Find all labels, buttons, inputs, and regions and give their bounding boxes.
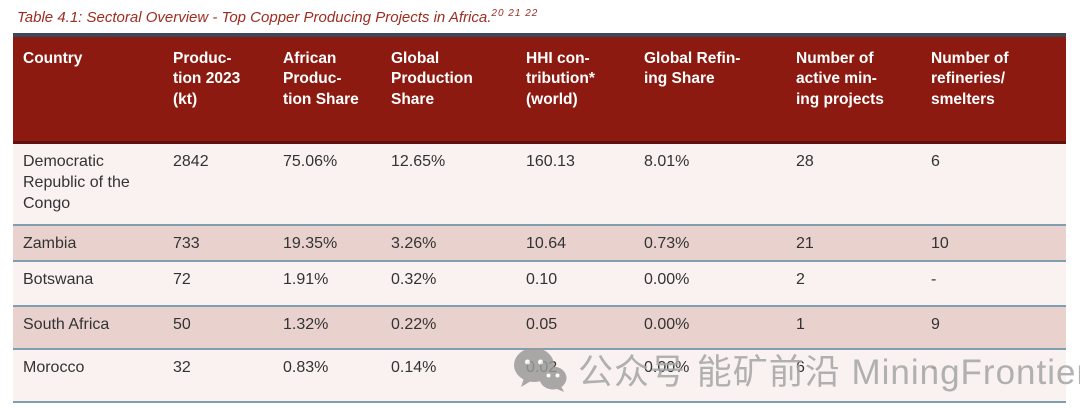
table-cell: 733 [163, 224, 273, 261]
table-cell: 0.14% [381, 348, 516, 402]
table-cell: 0.83% [273, 348, 381, 402]
table-cell: 1.32% [273, 305, 381, 349]
column-header-hhi-contribution: HHI con- tribution* (world) [516, 35, 634, 144]
table-cell: 0.00% [634, 260, 786, 306]
table-cell: South Africa [13, 305, 163, 349]
table-cell: - [921, 260, 1066, 306]
table-cell: 0.32% [381, 260, 516, 306]
table-row-botswana: Botswana 72 1.91% 0.32% 0.10 0.00% 2 - [13, 260, 1066, 306]
table-cell: 0.10 [516, 260, 634, 306]
table-row-drc: Democratic Republic of the Congo 2842 75… [13, 142, 1066, 225]
table-cell: - [921, 348, 1066, 402]
table-cell: 10 [921, 224, 1066, 261]
header-row: Country Produc- tion 2023 (kt) African P… [13, 35, 1066, 144]
table-body: Democratic Republic of the Congo 2842 75… [13, 142, 1066, 402]
column-header-refineries-smelters: Number of refineries/ smelters [921, 35, 1066, 144]
table-cell: 28 [786, 142, 921, 225]
page: Table 4.1: Sectoral Overview - Top Coppe… [0, 8, 1080, 408]
table-row-south-africa: South Africa 50 1.32% 0.22% 0.05 0.00% 1… [13, 305, 1066, 349]
table-cell: 2 [786, 260, 921, 306]
table-cell: Zambia [13, 224, 163, 261]
table-cell: 19.35% [273, 224, 381, 261]
table-cell: 6 [786, 348, 921, 402]
table-cell: 72 [163, 260, 273, 306]
table-cell: 1 [786, 305, 921, 349]
copper-projects-table: Country Produc- tion 2023 (kt) African P… [13, 33, 1066, 403]
table-row-morocco: Morocco 32 0.83% 0.14% 0.02 0.00% 6 - [13, 348, 1066, 402]
column-header-production-2023: Produc- tion 2023 (kt) [163, 35, 273, 144]
footnote-references: 20 21 22 [491, 8, 539, 19]
table-cell: 160.13 [516, 142, 634, 225]
table-cell: 10.64 [516, 224, 634, 261]
table-cell: 6 [921, 142, 1066, 225]
table-cell: 0.73% [634, 224, 786, 261]
table-cell: 75.06% [273, 142, 381, 225]
table-title: Table 4.1: Sectoral Overview - Top Coppe… [17, 8, 1080, 26]
table-cell: 0.05 [516, 305, 634, 349]
table-cell: 0.00% [634, 348, 786, 402]
table-row-zambia: Zambia 733 19.35% 3.26% 10.64 0.73% 21 1… [13, 224, 1066, 261]
column-header-global-refining-share: Global Refin- ing Share [634, 35, 786, 144]
table-cell: 0.00% [634, 305, 786, 349]
table-title-text: Table 4.1: Sectoral Overview - Top Coppe… [17, 9, 492, 26]
column-header-country: Country [13, 35, 163, 144]
column-header-african-production-share: African Produc- tion Share [273, 35, 381, 144]
table-cell: 1.91% [273, 260, 381, 306]
table-cell: 8.01% [634, 142, 786, 225]
table-cell: 21 [786, 224, 921, 261]
table-cell: 50 [163, 305, 273, 349]
table-cell: 32 [163, 348, 273, 402]
table-cell: Morocco [13, 348, 163, 402]
table-cell: Democratic Republic of the Congo [13, 142, 163, 225]
table-cell: 9 [921, 305, 1066, 349]
table-cell: Botswana [13, 260, 163, 306]
table-cell: 0.22% [381, 305, 516, 349]
table-cell: 0.02 [516, 348, 634, 402]
table-cell: 3.26% [381, 224, 516, 261]
table-cell: 12.65% [381, 142, 516, 225]
table-cell: 2842 [163, 142, 273, 225]
table-header: Country Produc- tion 2023 (kt) African P… [13, 35, 1066, 144]
column-header-global-production-share: Global Production Share [381, 35, 516, 144]
column-header-active-mining-projects: Number of active min- ing projects [786, 35, 921, 144]
